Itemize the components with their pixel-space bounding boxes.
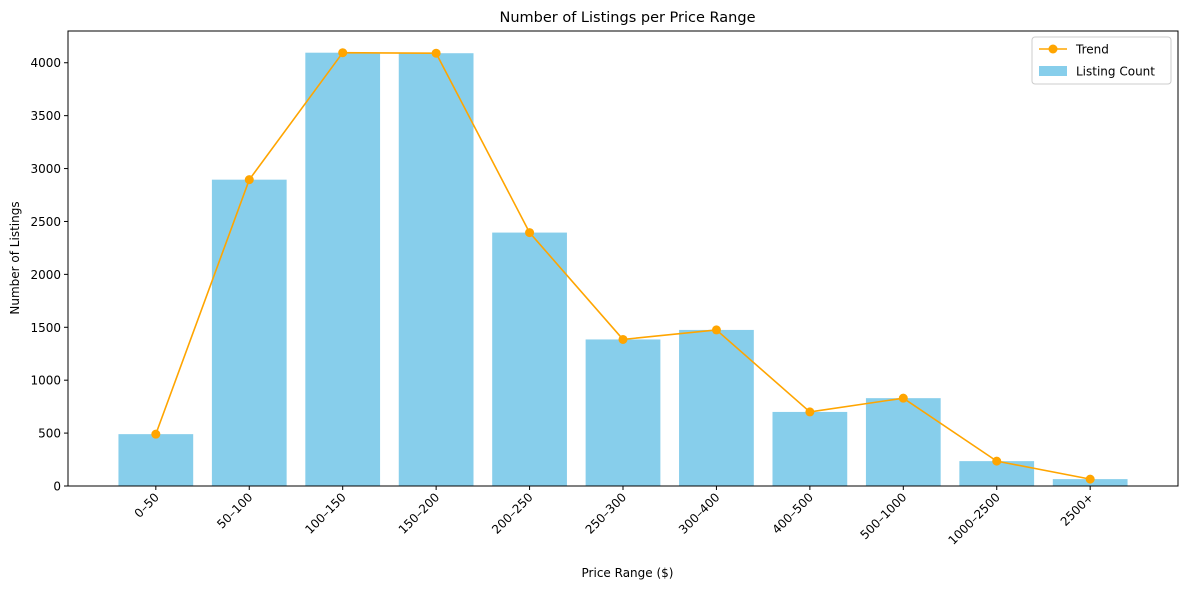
legend-bar-swatch — [1039, 66, 1067, 76]
y-tick-label: 2000 — [30, 268, 61, 282]
y-tick-label: 500 — [38, 427, 61, 441]
x-axis-label: Price Range ($) — [582, 566, 674, 580]
y-tick-label: 1000 — [30, 374, 61, 388]
bar-100–150 — [305, 52, 381, 486]
bar-500–1000 — [865, 398, 941, 486]
bar-300–400 — [679, 329, 754, 486]
legend-trend-marker — [1048, 44, 1058, 54]
trend-point-2500+ — [1085, 474, 1095, 484]
y-tick-label: 3500 — [30, 109, 61, 123]
legend-label: Trend — [1075, 43, 1109, 57]
y-tick-label: 4000 — [30, 56, 61, 70]
y-tick-label: 0 — [53, 480, 61, 494]
trend-point-300–400 — [711, 325, 721, 335]
trend-point-250–300 — [618, 334, 628, 344]
y-tick-label: 3000 — [30, 162, 61, 176]
bar-50–100 — [211, 179, 287, 487]
bar-400–500 — [772, 411, 848, 486]
trend-point-150–200 — [431, 48, 441, 58]
chart-title: Number of Listings per Price Range — [499, 10, 755, 26]
trend-point-500–1000 — [898, 393, 908, 403]
trend-point-200–250 — [525, 228, 535, 238]
legend-label: Listing Count — [1076, 65, 1155, 79]
trend-point-0–50 — [151, 429, 161, 439]
legend: Trend Listing Count — [1031, 36, 1172, 85]
trend-point-400–500 — [805, 407, 815, 417]
y-tick-label: 2500 — [30, 215, 61, 229]
trend-point-100–150 — [338, 48, 348, 58]
bar-0–50 — [118, 434, 194, 486]
trend-point-50–100 — [244, 175, 254, 185]
trend-point-1000–2500 — [992, 456, 1002, 466]
bar-250–300 — [585, 339, 661, 486]
bar-150–200 — [398, 53, 474, 486]
y-axis-label: Number of Listings — [8, 201, 22, 314]
bar-200–250 — [492, 232, 567, 486]
y-tick-label: 1500 — [30, 321, 61, 335]
